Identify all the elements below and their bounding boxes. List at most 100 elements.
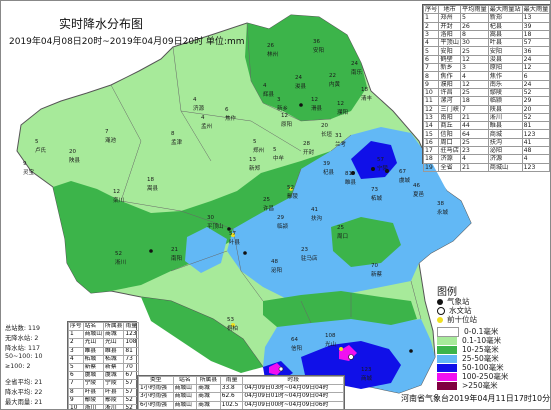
- legend-title: 图例: [437, 287, 457, 298]
- table-cell: 20: [521, 104, 550, 114]
- table-row: 7 新乡 3 原阳 12: [422, 63, 550, 73]
- legend-swatch: [437, 354, 457, 363]
- legend-label: 气象站: [447, 297, 470, 306]
- map-station: 嵩县: [147, 186, 159, 192]
- table-cell: 3: [422, 29, 440, 40]
- table-cell: 81: [123, 346, 140, 356]
- map-station: 平顶山: [207, 224, 224, 230]
- table-cell: 3小时雨强: [138, 392, 174, 402]
- map-station: 兰考: [335, 142, 347, 148]
- table-cell: 陕县: [487, 104, 523, 114]
- table-cell: 12: [459, 54, 489, 65]
- map-value: 12: [311, 97, 318, 103]
- table-cell: 17: [422, 146, 440, 156]
- legend-label: 水文站: [449, 306, 472, 315]
- table-cell: 33.8: [219, 384, 244, 394]
- table-cell: 102.5: [219, 400, 244, 409]
- table-cell: 睢县: [487, 121, 523, 131]
- table-cell: 淅川: [82, 403, 105, 409]
- map-station: 开封: [303, 150, 315, 156]
- table-cell: 4: [422, 38, 440, 48]
- legend-class: 10-25毫米: [437, 345, 499, 354]
- table-cell: 6: [68, 371, 84, 381]
- map-value: 6: [225, 107, 229, 113]
- summary-value: 119: [28, 325, 41, 332]
- col-header: 平均雨量: [459, 4, 489, 15]
- map-value: 73: [371, 187, 378, 193]
- col-header: 雨量: [219, 375, 244, 386]
- summary-value: 21: [34, 399, 43, 406]
- map-station: 新郑: [249, 166, 261, 172]
- table-row: 4 柘城 柘城 73: [68, 354, 140, 364]
- table-row: 5 新蔡 新蔡 70: [68, 362, 140, 373]
- table-row: 10 许昌 25 鄢陵 52: [422, 87, 550, 98]
- legend-label: 100-250毫米: [462, 372, 509, 381]
- table-cell: 25: [459, 87, 489, 98]
- table-cell: 23: [459, 146, 489, 156]
- map-value: 20: [321, 123, 328, 129]
- col-header: 雨量: [123, 321, 140, 332]
- map-station: 商城: [361, 376, 373, 382]
- map-station: 光山: [325, 342, 337, 348]
- legend: 图例 气象站 水文站 前十位站 0-0.1毫米 0.1-10毫米 10-25毫米…: [433, 283, 545, 391]
- table-cell: 29: [521, 96, 550, 106]
- table-row: 12 三门峡 7 陕县 20: [422, 104, 550, 114]
- table-cell: 7: [459, 104, 489, 114]
- table-cell: 62.6: [219, 392, 244, 402]
- map-value: 25: [337, 225, 344, 231]
- map-station: 郑州: [253, 148, 265, 154]
- summary-value: 22: [34, 389, 43, 396]
- map-station: 陕县: [69, 158, 81, 164]
- map-value: 46: [413, 183, 420, 189]
- map-value: 28: [303, 141, 310, 147]
- map-value: 108: [325, 333, 336, 339]
- table-cell: 24: [521, 79, 550, 89]
- map-station: 滑县: [311, 106, 323, 112]
- table-header-row: 类型 站名 所属县 雨量 时段: [138, 375, 344, 386]
- table-row: 6 鹤壁 12 浚县 24: [422, 54, 550, 65]
- weather-station-icon: [437, 298, 443, 305]
- table-cell: 驻马店: [438, 146, 461, 156]
- table-cell: 鄢陵: [82, 395, 105, 405]
- table-cell: 21: [459, 162, 489, 172]
- map-station: 长垣: [321, 132, 333, 138]
- table-cell: 全省: [438, 162, 461, 172]
- table-cell: 临颍: [487, 96, 523, 106]
- rain-25-50-center: [185, 227, 227, 273]
- table-cell: 14: [422, 121, 440, 131]
- table-cell: 光山: [103, 338, 125, 348]
- legend-label: 前十位站: [447, 315, 477, 324]
- table-cell: 108: [123, 338, 140, 348]
- legend-label: >250毫米: [462, 381, 498, 390]
- map-value: 29: [277, 215, 284, 221]
- table-row: 4 平顶山 30 叶县 57: [422, 38, 550, 48]
- legend-label: 0.1-10毫米: [462, 336, 502, 345]
- summary-row: 最大雨量: 21: [5, 397, 42, 407]
- map-value: 36: [313, 39, 320, 45]
- summary-row: ≥100: 2: [5, 363, 30, 373]
- legend-marker: 水文站: [437, 306, 472, 315]
- summary-value: 10: [34, 353, 43, 360]
- table-cell: 商城山: [172, 400, 198, 409]
- table-cell: 48: [521, 146, 550, 156]
- legend-class: 100-250毫米: [437, 372, 508, 381]
- summary-row: 无降水站: 2: [5, 333, 38, 343]
- table-cell: 南乐: [487, 79, 523, 89]
- table-cell: 淅川: [103, 403, 125, 409]
- rain-100-250-sw: [269, 363, 283, 375]
- col-header: 最大雨量: [521, 4, 550, 15]
- col-header: 类型: [138, 375, 174, 386]
- table-cell: 7: [68, 379, 84, 389]
- map-station: 信阳: [291, 346, 303, 352]
- table-cell: 柘城: [103, 354, 125, 364]
- table-cell: 3: [68, 346, 84, 356]
- table-row: 3 睢县 睢县 81: [68, 346, 140, 356]
- table-cell: 安阳: [438, 46, 461, 56]
- table-row: 8 叶县 叶县 57: [68, 387, 140, 397]
- table-cell: 5: [68, 362, 84, 373]
- table-cell: 4: [68, 354, 84, 364]
- table-cell: 新郑: [487, 13, 523, 23]
- summary-row: 总站数: 119: [5, 323, 40, 333]
- table-cell: 44: [459, 121, 489, 131]
